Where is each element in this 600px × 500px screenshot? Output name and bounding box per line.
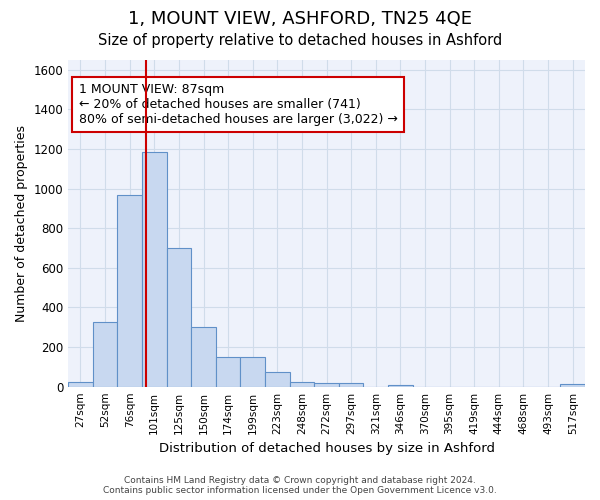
Bar [118,194,142,386]
Text: 1 MOUNT VIEW: 87sqm
← 20% of detached houses are smaller (741)
80% of semi-detac: 1 MOUNT VIEW: 87sqm ← 20% of detached ho… [79,83,397,126]
Bar [216,357,241,386]
Bar [167,248,191,386]
Bar [68,382,93,386]
Text: 1, MOUNT VIEW, ASHFORD, TN25 4QE: 1, MOUNT VIEW, ASHFORD, TN25 4QE [128,10,472,28]
Bar [560,384,585,386]
Bar [241,357,265,386]
Bar [339,382,364,386]
X-axis label: Distribution of detached houses by size in Ashford: Distribution of detached houses by size … [158,442,494,455]
Bar [314,382,339,386]
Bar [142,152,167,386]
Bar [93,322,118,386]
Bar [265,372,290,386]
Text: Contains HM Land Registry data © Crown copyright and database right 2024.
Contai: Contains HM Land Registry data © Crown c… [103,476,497,495]
Bar [290,382,314,386]
Y-axis label: Number of detached properties: Number of detached properties [15,125,28,322]
Text: Size of property relative to detached houses in Ashford: Size of property relative to detached ho… [98,32,502,48]
Bar [388,384,413,386]
Bar [191,328,216,386]
